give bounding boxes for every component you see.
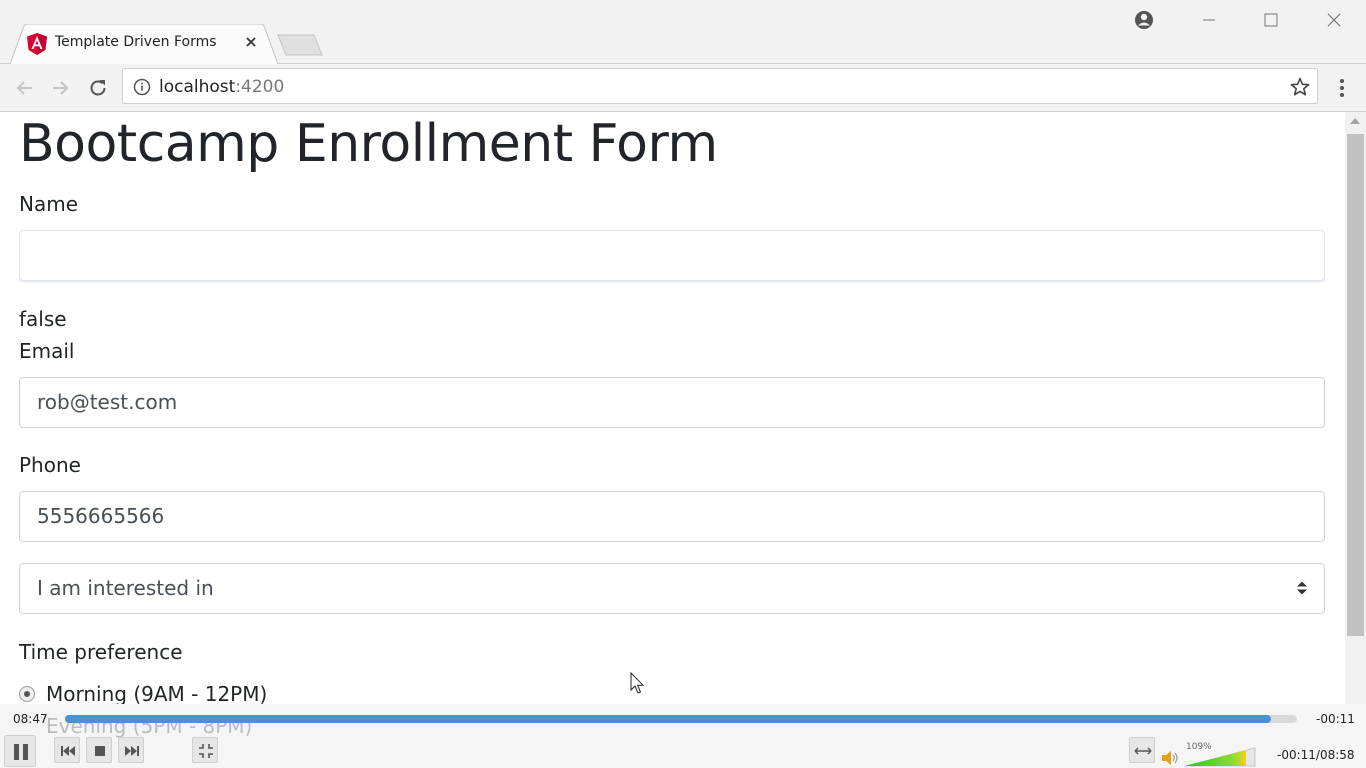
- speaker-icon[interactable]: [1161, 750, 1179, 766]
- position-total-time: -00:11/08:58: [1277, 748, 1355, 762]
- back-arrow-icon[interactable]: [12, 76, 36, 100]
- radio-morning-button[interactable]: [19, 686, 35, 702]
- next-button[interactable]: [118, 737, 144, 763]
- page-title: Bootcamp Enrollment Form: [19, 114, 718, 174]
- page-viewport: Bootcamp Enrollment Form Name false Emai…: [0, 112, 1345, 704]
- name-valid-debug-text: false: [19, 307, 67, 331]
- mouse-cursor-icon: [630, 672, 645, 694]
- browser-toolbar: localhost:4200: [0, 64, 1366, 112]
- pause-button[interactable]: [4, 735, 36, 767]
- next-icon: [125, 746, 139, 756]
- email-input[interactable]: rob@test.com: [19, 377, 1325, 428]
- stop-button[interactable]: [86, 737, 112, 763]
- seek-bar[interactable]: [65, 715, 1297, 723]
- browser-titlebar: Template Driven Forms: [0, 0, 1366, 64]
- tab-title: Template Driven Forms: [55, 34, 217, 50]
- radio-morning-label: Morning (9AM - 12PM): [46, 682, 268, 704]
- time-preference-label: Time preference: [19, 640, 183, 664]
- profile-icon[interactable]: [1124, 6, 1164, 34]
- previous-icon: [61, 746, 75, 756]
- stretch-icon: [1134, 747, 1152, 755]
- close-window-icon[interactable]: [1314, 6, 1354, 34]
- url-host: localhost: [159, 77, 236, 97]
- volume-percent: 109%: [1186, 742, 1212, 752]
- seek-bar-fill: [65, 715, 1272, 723]
- interest-select-value: I am interested in: [37, 576, 214, 600]
- new-tab-button[interactable]: [276, 33, 324, 57]
- name-input[interactable]: [19, 230, 1325, 281]
- page-scrollbar[interactable]: [1345, 112, 1366, 704]
- url-text[interactable]: localhost:4200: [159, 77, 284, 97]
- address-bar[interactable]: localhost:4200: [122, 68, 1318, 104]
- reload-icon[interactable]: [86, 76, 110, 100]
- select-arrows-icon: [1297, 581, 1307, 595]
- media-player-controls: Evening (5PM - 8PM) 08:47 -00:11: [0, 704, 1366, 768]
- volume-slider[interactable]: [1183, 742, 1257, 768]
- bookmark-star-icon[interactable]: [1289, 76, 1311, 98]
- info-icon[interactable]: [133, 78, 151, 96]
- email-label: Email: [19, 339, 75, 363]
- url-port: :4200: [235, 77, 285, 97]
- maximize-icon[interactable]: [1251, 6, 1291, 34]
- remaining-time: -00:11: [1316, 712, 1355, 726]
- phone-input[interactable]: 5556665566: [19, 491, 1325, 542]
- scrollbar-thumb[interactable]: [1347, 134, 1364, 636]
- exit-fullscreen-icon: [199, 744, 213, 758]
- fullscreen-button[interactable]: [192, 737, 218, 763]
- tab-shape: [10, 24, 278, 64]
- interest-select[interactable]: I am interested in: [19, 563, 1325, 614]
- menu-dots-icon[interactable]: [1332, 76, 1352, 100]
- forward-arrow-icon[interactable]: [49, 76, 73, 100]
- scroll-up-arrow-icon[interactable]: [1350, 118, 1360, 124]
- pause-icon: [14, 744, 28, 760]
- previous-button[interactable]: [54, 737, 80, 763]
- elapsed-time: 08:47: [13, 712, 48, 726]
- minimize-icon[interactable]: [1189, 6, 1229, 34]
- browser-tab[interactable]: Template Driven Forms: [10, 24, 278, 64]
- angular-icon: [27, 33, 47, 55]
- name-label: Name: [19, 192, 79, 216]
- close-tab-icon[interactable]: [242, 33, 260, 51]
- phone-label: Phone: [19, 453, 81, 477]
- aspect-ratio-button[interactable]: [1129, 737, 1155, 763]
- stop-icon: [95, 746, 105, 756]
